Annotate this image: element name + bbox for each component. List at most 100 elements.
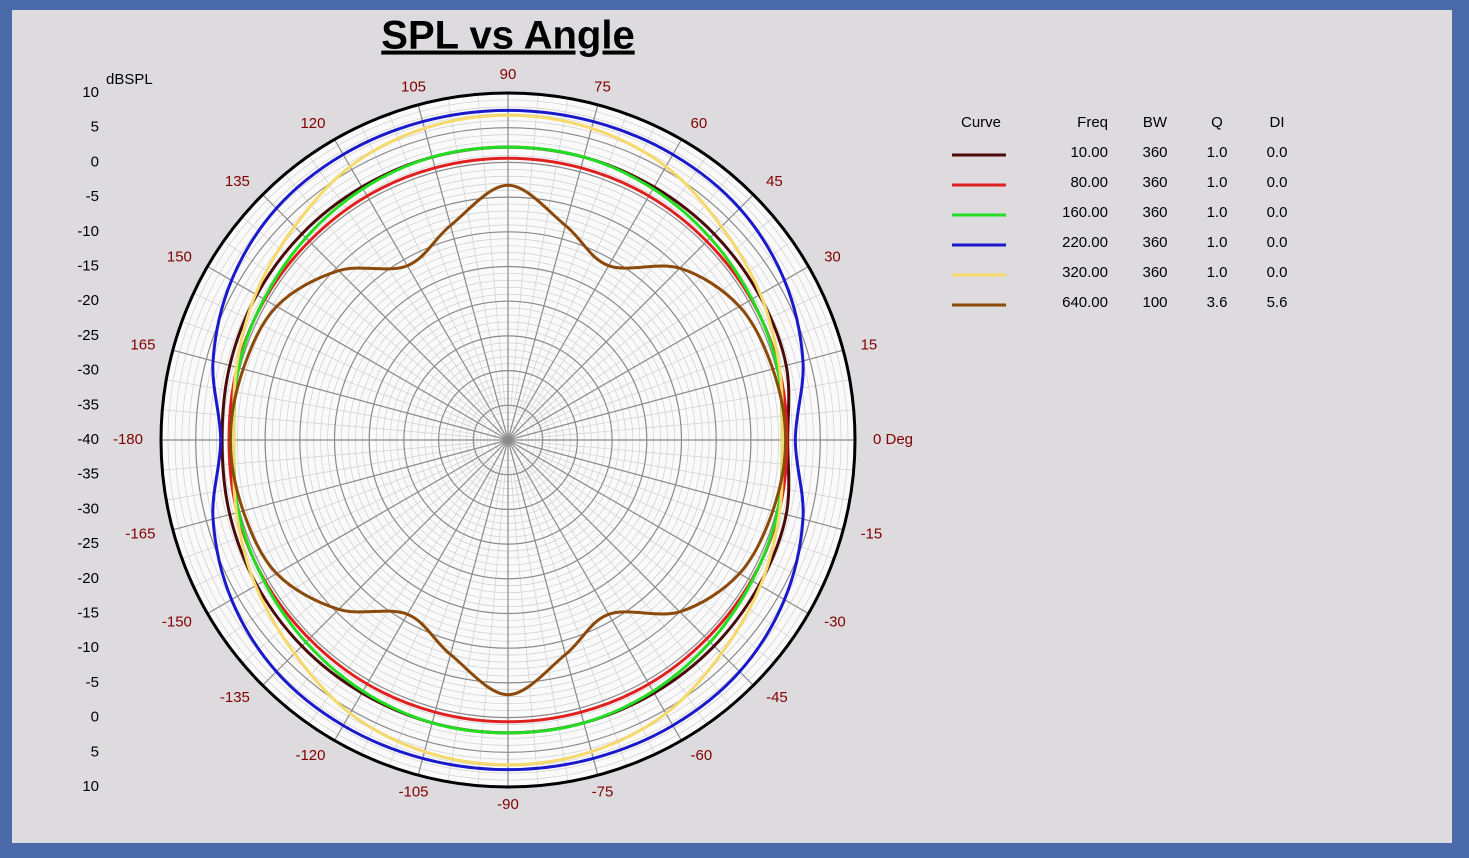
minor-grid-spoke — [241, 216, 486, 421]
angle-tick-label: 135 — [225, 173, 250, 190]
minor-grid-spoke — [308, 155, 492, 416]
table-header: DI — [1270, 114, 1285, 131]
table-header: Q — [1211, 114, 1223, 131]
minor-grid-spoke — [537, 379, 850, 436]
grid-spoke — [507, 439, 599, 776]
table-cell: 0.0 — [1267, 234, 1288, 251]
r-tick-label: -35 — [77, 466, 99, 483]
angle-tick-label: -90 — [497, 796, 519, 813]
r-tick-label: -25 — [77, 327, 99, 344]
angle-tick-label: -45 — [766, 689, 788, 706]
angle-tick-label: 120 — [300, 115, 325, 132]
minor-grid-spoke — [536, 449, 835, 560]
minor-grid-spoke — [537, 444, 850, 501]
minor-grid-spoke — [530, 459, 775, 664]
angle-tick-label: 150 — [167, 248, 192, 265]
table-cell: 360 — [1142, 144, 1167, 161]
minor-grid-spoke — [193, 452, 481, 587]
minor-grid-spoke — [524, 155, 708, 416]
r-tick-label: 0 — [91, 709, 99, 726]
table-cell: 640.00 — [1062, 294, 1108, 311]
minor-grid-spoke — [537, 409, 854, 438]
table-cell: 80.00 — [1070, 174, 1108, 191]
radial-axis-label: dBSPL — [106, 71, 153, 88]
minor-grid-spoke — [361, 467, 496, 755]
angle-tick-label: 60 — [691, 115, 708, 132]
table-cell: 5.6 — [1267, 294, 1288, 311]
angle-tick-label: 15 — [861, 336, 878, 353]
table-cell: 360 — [1142, 204, 1167, 221]
table-cell: 3.6 — [1207, 294, 1228, 311]
grid-spoke — [507, 194, 754, 441]
curve — [228, 183, 788, 697]
r-tick-label: -5 — [86, 188, 99, 205]
minor-grid-spoke — [520, 125, 655, 413]
minor-grid-spoke — [527, 462, 732, 707]
grid-spoke — [262, 439, 509, 686]
r-tick-label: -30 — [77, 500, 99, 517]
grid-spoke — [262, 194, 509, 441]
table-cell: 160.00 — [1062, 204, 1108, 221]
r-tick-label: -5 — [86, 674, 99, 691]
table-cell: 320.00 — [1062, 264, 1108, 281]
table-header: Freq — [1077, 114, 1108, 131]
table-cell: 0.0 — [1267, 144, 1288, 161]
table-cell: 1.0 — [1207, 174, 1228, 191]
table-cell: 0.0 — [1267, 174, 1288, 191]
r-tick-label: -15 — [77, 257, 99, 274]
r-tick-label: -20 — [77, 570, 99, 587]
angle-tick-label: -75 — [592, 784, 614, 801]
angle-tick-label: 105 — [401, 78, 426, 95]
r-tick-label: -10 — [77, 639, 99, 656]
angle-tick-label: 165 — [130, 336, 155, 353]
minor-grid-spoke — [535, 452, 823, 587]
table-cell: 0.0 — [1267, 204, 1288, 221]
minor-grid-spoke — [181, 320, 480, 431]
curve — [232, 113, 784, 767]
table-cell: 10.00 — [1070, 144, 1108, 161]
table-cell: 1.0 — [1207, 204, 1228, 221]
minor-grid-spoke — [181, 449, 480, 560]
angle-tick-label: -150 — [162, 613, 192, 630]
table-cell: 1.0 — [1207, 234, 1228, 251]
table-cell: 1.0 — [1207, 264, 1228, 281]
minor-grid-spoke — [535, 293, 823, 428]
angle-tick-label: 45 — [766, 173, 783, 190]
r-tick-label: 10 — [82, 778, 99, 795]
table-cell: 360 — [1142, 174, 1167, 191]
r-tick-label: 10 — [82, 84, 99, 101]
minor-grid-spoke — [537, 442, 854, 471]
table-cell: 0.0 — [1267, 264, 1288, 281]
grid-spoke — [507, 439, 754, 686]
table-header: BW — [1143, 114, 1168, 131]
table-cell: 220.00 — [1062, 234, 1108, 251]
r-tick-label: -20 — [77, 292, 99, 309]
table-cell: 360 — [1142, 234, 1167, 251]
angle-tick-label: -120 — [295, 747, 325, 764]
angle-tick-label: -135 — [220, 689, 250, 706]
minor-grid-spoke — [193, 293, 481, 428]
minor-grid-spoke — [361, 125, 496, 413]
minor-grid-spoke — [520, 467, 655, 755]
minor-grid-spoke — [241, 459, 486, 664]
grid-spoke — [417, 439, 509, 776]
grid-spoke — [507, 104, 599, 441]
minor-grid-spoke — [284, 173, 489, 418]
r-tick-label: -30 — [77, 362, 99, 379]
angle-tick-label: 90 — [500, 66, 517, 83]
minor-grid-spoke — [530, 216, 775, 421]
table-cell: 1.0 — [1207, 144, 1228, 161]
angle-tick-label: 0 Deg — [873, 431, 913, 448]
r-tick-label: 0 — [91, 153, 99, 170]
table-cell: 360 — [1142, 264, 1167, 281]
grid-spoke — [417, 104, 509, 441]
minor-grid-spoke — [166, 379, 479, 436]
minor-grid-spoke — [284, 462, 489, 707]
curve — [211, 108, 805, 772]
r-tick-label: -15 — [77, 604, 99, 621]
minor-grid-spoke — [166, 444, 479, 501]
angle-tick-label: 30 — [824, 248, 841, 265]
angle-tick-label: -15 — [861, 525, 883, 542]
minor-grid-spoke — [536, 320, 835, 431]
